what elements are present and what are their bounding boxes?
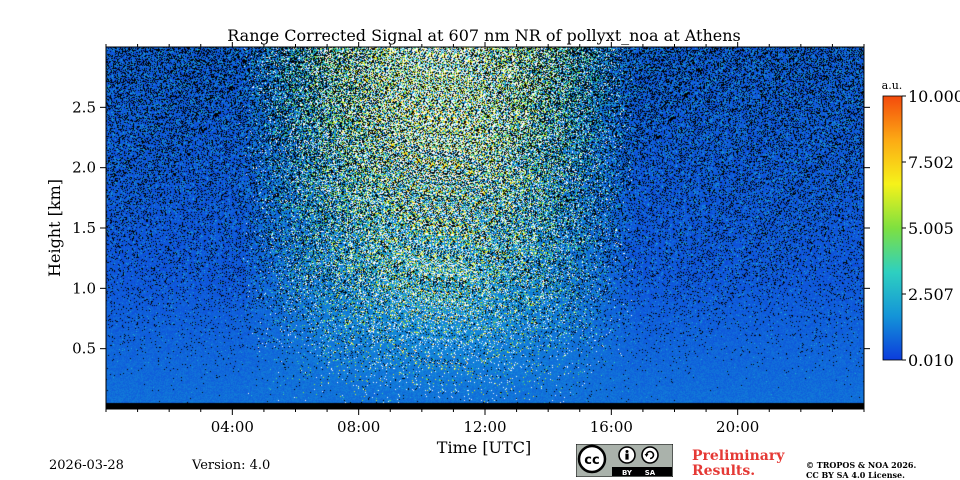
y-axis-label: Height [km]: [45, 179, 64, 277]
colorbar-tick-label: 5.005: [908, 219, 954, 238]
colorbar-tick-label: 10.000: [908, 87, 960, 106]
colorbar: [882, 95, 903, 361]
share-alike-icon: [641, 446, 659, 464]
copyright-line-1: © TROPOS & NOA 2026.: [806, 460, 917, 470]
y-tick-label: 2.5: [72, 98, 96, 116]
y-tick-label: 2.0: [72, 159, 96, 177]
x-tick-label: 08:00: [337, 418, 380, 436]
footer-version: Version: 4.0: [192, 458, 271, 473]
preliminary-line-2: Results.: [692, 463, 756, 479]
heatmap-canvas: [106, 47, 864, 409]
cc-license-badge[interactable]: cc BY SA: [576, 444, 673, 477]
x-tick-label: 16:00: [590, 418, 633, 436]
copyright-note: © TROPOS & NOA 2026. CC BY SA 4.0 Licens…: [806, 460, 916, 480]
preliminary-results-note: Preliminary Results.: [692, 449, 784, 479]
copyright-line-2: CC BY SA 4.0 License.: [806, 470, 905, 480]
x-tick-label: 12:00: [463, 418, 506, 436]
x-axis-label: Time [UTC]: [437, 438, 531, 457]
y-tick-label: 0.5: [72, 340, 96, 358]
cc-logo-icon: [577, 444, 607, 474]
colorbar-unit-label: a.u.: [882, 79, 903, 92]
cc-logo-text: cc: [584, 453, 599, 468]
cc-sa-label: SA: [645, 469, 656, 477]
x-tick-label: 04:00: [211, 418, 254, 436]
chart-title: Range Corrected Signal at 607 nm NR of p…: [227, 26, 740, 45]
colorbar-tick-label: 7.502: [908, 153, 954, 172]
y-tick-label: 1.5: [72, 219, 96, 237]
colorbar-tick-label: 2.507: [908, 285, 954, 304]
colorbar-tick-label: 0.010: [908, 351, 954, 370]
x-tick-label: 20:00: [716, 418, 759, 436]
y-tick-label: 1.0: [72, 279, 96, 297]
preliminary-line-1: Preliminary: [692, 448, 785, 464]
cc-by-label: BY: [622, 469, 633, 477]
footer-date: 2026-03-28: [49, 458, 124, 473]
